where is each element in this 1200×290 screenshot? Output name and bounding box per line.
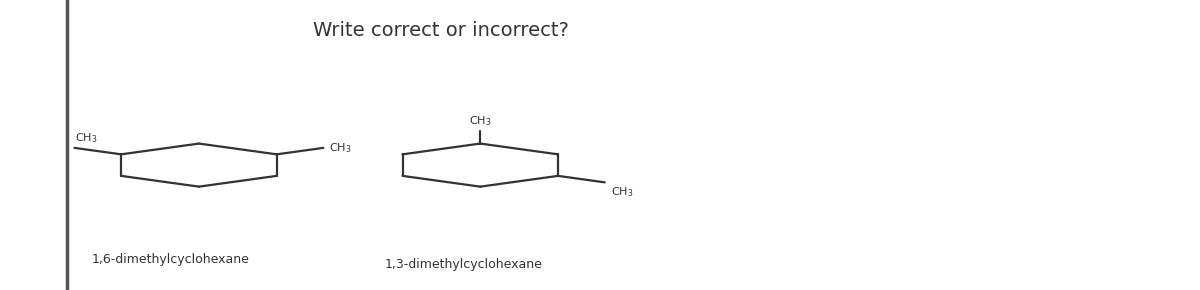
- Text: 1,6-dimethylcyclohexane: 1,6-dimethylcyclohexane: [91, 253, 250, 266]
- Text: CH$_3$: CH$_3$: [611, 185, 634, 199]
- Text: CH$_3$: CH$_3$: [469, 114, 492, 128]
- Text: CH$_3$: CH$_3$: [329, 141, 352, 155]
- Text: 1,3-dimethylcyclohexane: 1,3-dimethylcyclohexane: [384, 258, 542, 271]
- Text: Write correct or incorrect?: Write correct or incorrect?: [313, 21, 569, 41]
- Text: CH$_3$: CH$_3$: [74, 131, 97, 145]
